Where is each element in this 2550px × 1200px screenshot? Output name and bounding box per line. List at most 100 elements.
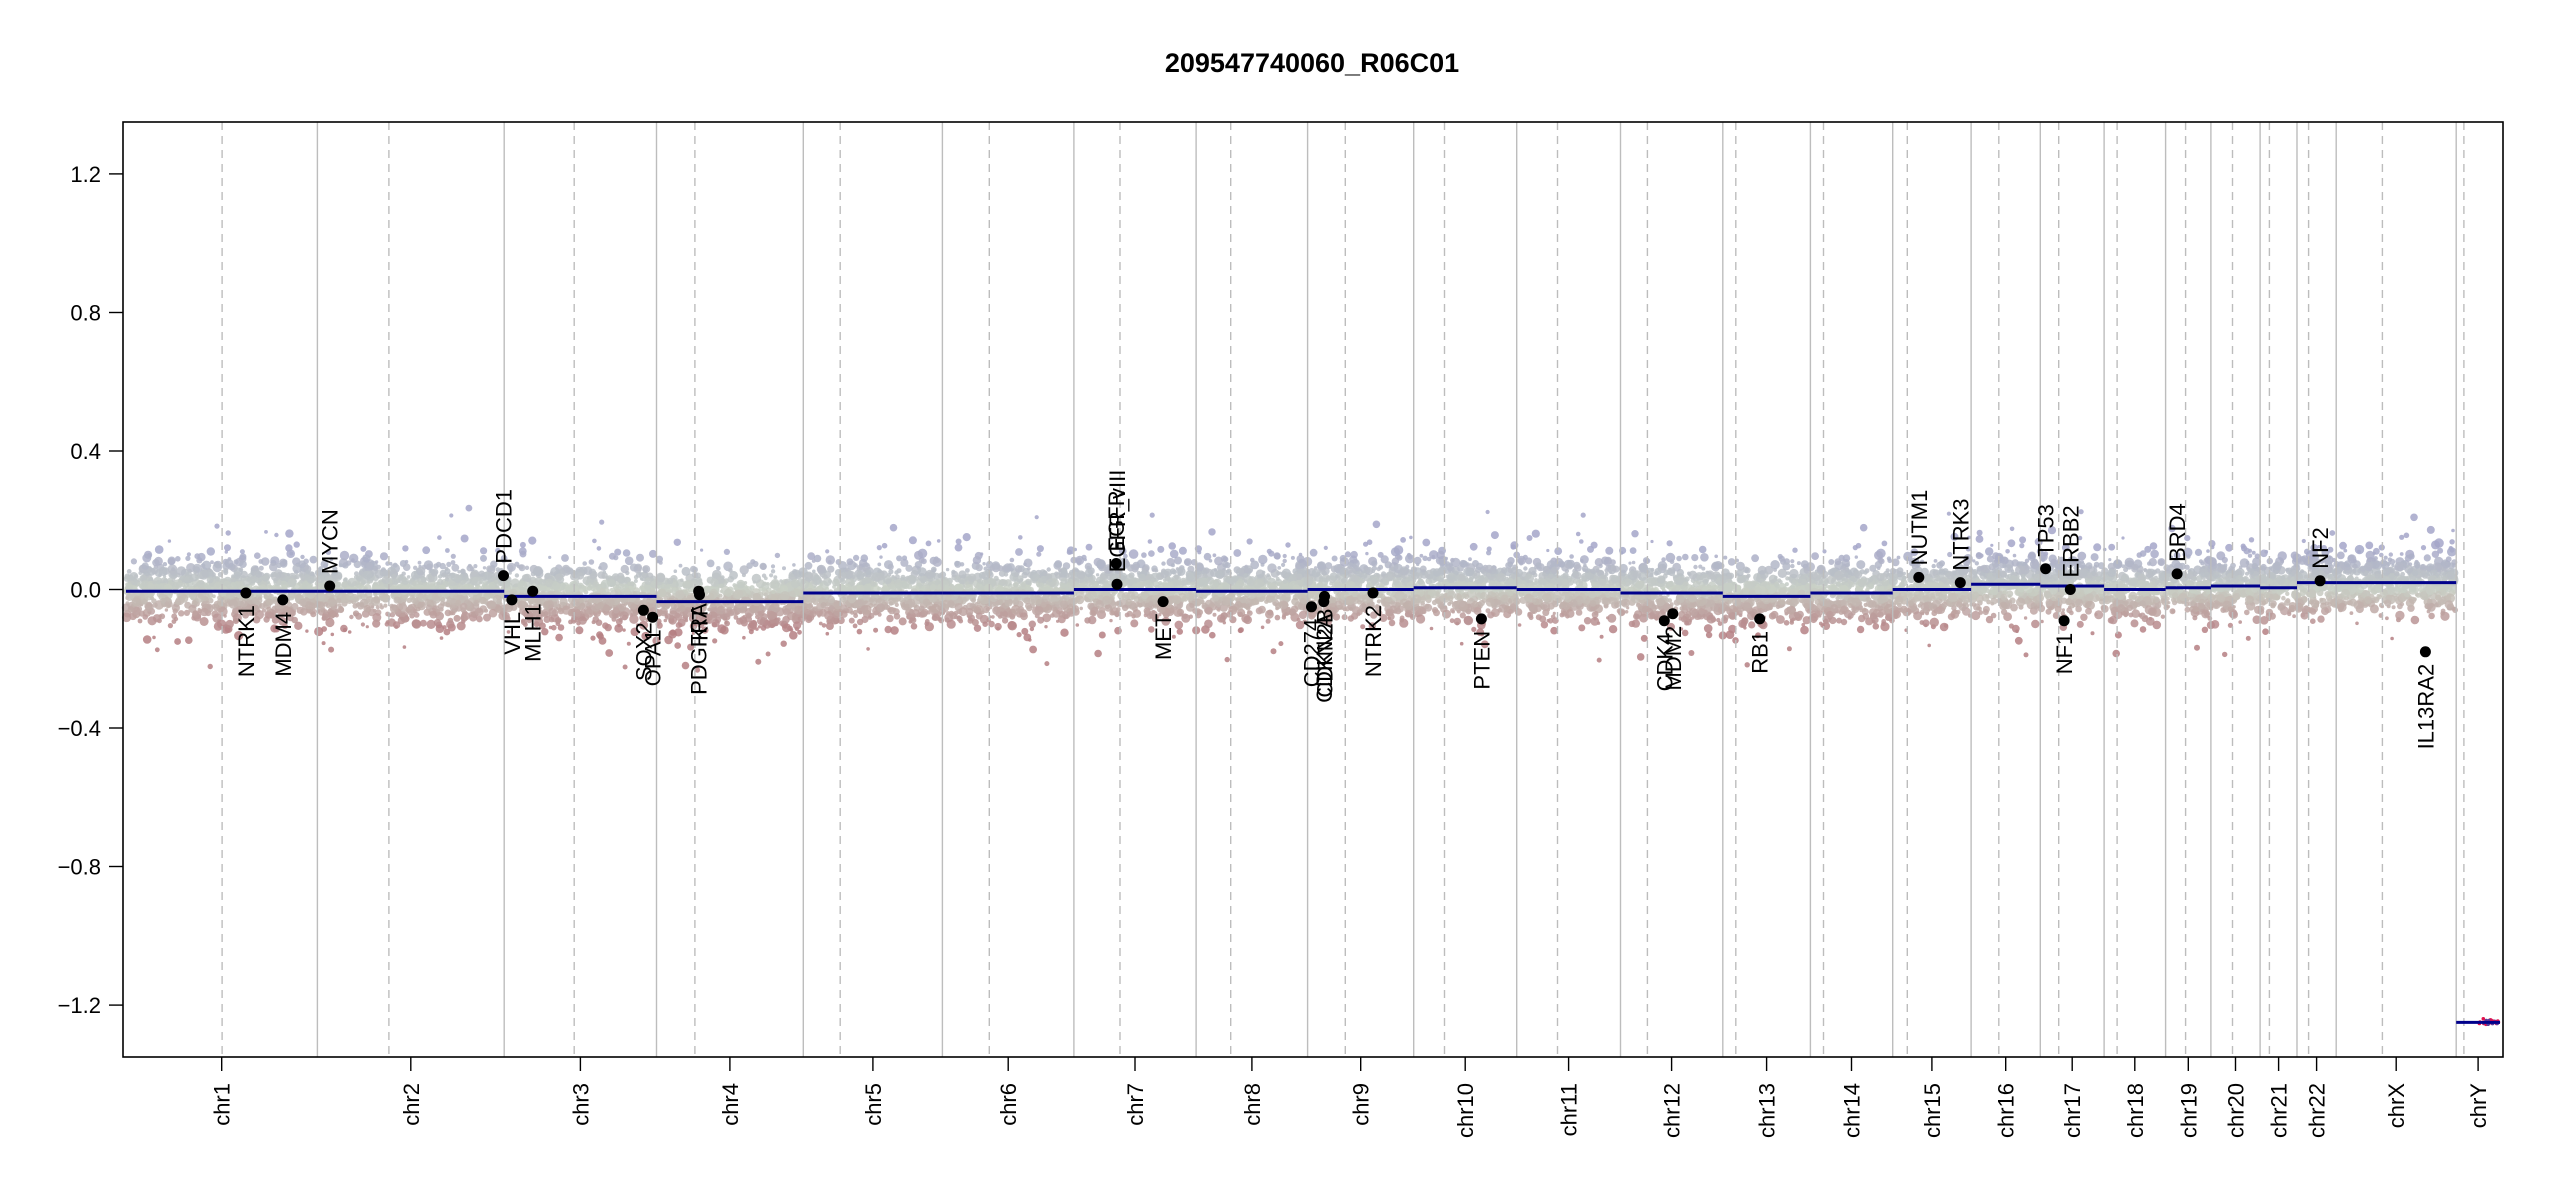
probe-point (919, 575, 928, 583)
probe-point (1177, 581, 1182, 586)
probe-point (514, 573, 520, 578)
probe-point (629, 581, 635, 587)
probe-point (356, 602, 361, 607)
probe-point (225, 619, 234, 629)
probe-point (804, 572, 814, 582)
probe-point (870, 581, 876, 587)
probe-point (593, 597, 601, 604)
probe-point (490, 601, 497, 607)
probe-point (624, 588, 631, 595)
probe-point (657, 588, 667, 598)
probe-point (1111, 592, 1116, 597)
probe-point (149, 576, 154, 581)
probe-point (630, 627, 640, 637)
probe-point (1217, 614, 1226, 623)
probe-point (679, 605, 686, 612)
probe-point (1014, 565, 1023, 573)
probe-point (304, 574, 311, 581)
probe-point (366, 581, 371, 585)
probe-point (944, 584, 950, 591)
probe-point (370, 596, 381, 606)
probe-point (1018, 535, 1023, 540)
probe-point (724, 588, 733, 597)
probe-point (1044, 661, 1050, 667)
probe-point (179, 594, 189, 603)
probe-point (1036, 599, 1042, 605)
probe-point (668, 629, 677, 639)
probe-point (160, 597, 166, 604)
probe-point (793, 571, 798, 576)
probe-point (865, 569, 872, 575)
probe-point (905, 564, 913, 572)
probe-point (1122, 582, 1127, 587)
probe-point (1284, 612, 1288, 616)
probe-point (1277, 601, 1283, 607)
probe-point (176, 566, 187, 576)
probe-point (439, 636, 444, 640)
probe-point (752, 592, 761, 602)
probe-point (667, 593, 672, 598)
probe-point (1276, 595, 1281, 600)
probe-point (755, 658, 762, 665)
probe-point (1085, 543, 1093, 551)
probe-point (910, 623, 918, 630)
probe-point (561, 605, 572, 615)
probe-point (757, 625, 762, 629)
probe-point (407, 604, 413, 610)
probe-point (305, 629, 309, 633)
probe-point (1036, 583, 1042, 588)
probe-point (129, 575, 134, 581)
probe-point (201, 570, 209, 577)
probe-point (339, 550, 350, 561)
probe-point (602, 604, 611, 612)
probe-point (707, 592, 715, 600)
probe-point (528, 536, 537, 545)
probe-point (199, 580, 204, 585)
probe-point (1295, 573, 1303, 580)
probe-point (461, 619, 466, 624)
probe-point (1013, 597, 1019, 603)
probe-point (597, 633, 604, 640)
probe-point (847, 594, 857, 603)
probe-point (589, 572, 597, 580)
probe-point (646, 602, 651, 606)
probe-point (860, 605, 869, 613)
probe-point (306, 584, 313, 591)
probe-point (1086, 565, 1091, 570)
probe-point (1124, 612, 1130, 618)
probe-point (458, 577, 462, 581)
probe-point (595, 619, 603, 626)
probe-point (630, 603, 637, 610)
probe-point (790, 578, 800, 588)
probe-point (848, 617, 855, 624)
probe-point (782, 608, 791, 616)
probe-point (1290, 555, 1295, 560)
probe-point (347, 577, 357, 587)
probe-point (1188, 614, 1194, 619)
probe-point (656, 609, 664, 616)
probe-point (1032, 574, 1039, 581)
probe-point (965, 607, 974, 616)
probe-point (360, 579, 366, 585)
probe-point (618, 603, 627, 612)
probe-point (483, 613, 491, 622)
probe-point (920, 558, 927, 565)
probe-point (506, 630, 511, 634)
probe-point (639, 620, 649, 630)
probe-point (834, 580, 841, 587)
probe-point (266, 606, 272, 612)
probe-point (849, 580, 856, 587)
probe-point (1176, 566, 1186, 576)
probe-point (811, 559, 816, 563)
probe-point (1168, 542, 1176, 550)
probe-point (1242, 602, 1247, 608)
probe-point (239, 553, 247, 561)
probe-point (955, 603, 959, 607)
probe-point (132, 606, 141, 616)
probe-point (214, 603, 219, 608)
probe-point (1222, 561, 1229, 568)
probe-point (733, 615, 739, 620)
probe-point (1174, 606, 1178, 610)
probe-point (154, 545, 164, 554)
